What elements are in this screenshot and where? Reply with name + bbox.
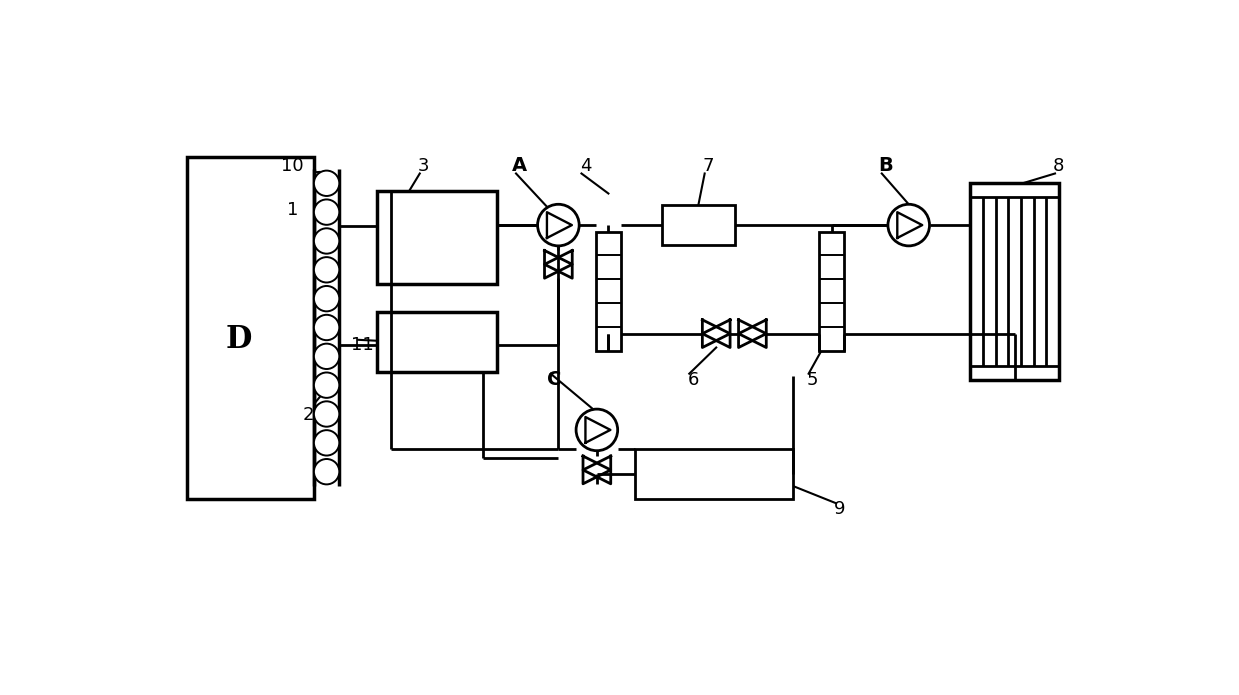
Bar (819, 231, 844, 351)
Text: 9: 9 (834, 500, 845, 518)
Text: 1: 1 (287, 202, 299, 220)
Text: 2: 2 (302, 405, 313, 423)
Text: 6: 6 (688, 371, 699, 389)
Circle shape (313, 199, 339, 224)
Text: B: B (878, 156, 893, 175)
Text: 3: 3 (418, 157, 430, 174)
Circle shape (313, 228, 339, 254)
Bar (187, 156, 315, 499)
Bar (970, 183, 1059, 380)
Bar (378, 312, 497, 372)
Circle shape (313, 459, 339, 484)
Text: A: A (512, 156, 528, 175)
Text: C: C (548, 370, 561, 389)
Circle shape (538, 204, 579, 246)
Circle shape (313, 343, 339, 369)
Circle shape (313, 401, 339, 427)
Circle shape (576, 409, 618, 450)
Bar (636, 449, 793, 499)
Circle shape (313, 430, 339, 455)
Text: 4: 4 (580, 157, 591, 174)
Text: 8: 8 (1053, 157, 1064, 174)
Text: 5: 5 (807, 371, 818, 389)
Bar (663, 205, 736, 245)
Bar (596, 231, 621, 351)
Text: D: D (225, 325, 252, 355)
Text: 10: 10 (281, 157, 304, 174)
Text: 11: 11 (351, 336, 373, 354)
Circle shape (313, 170, 339, 196)
Circle shape (888, 204, 929, 246)
Circle shape (313, 315, 339, 340)
Circle shape (313, 286, 339, 311)
Text: 7: 7 (703, 157, 714, 174)
Circle shape (313, 257, 339, 282)
Bar (378, 191, 497, 284)
Circle shape (313, 373, 339, 398)
